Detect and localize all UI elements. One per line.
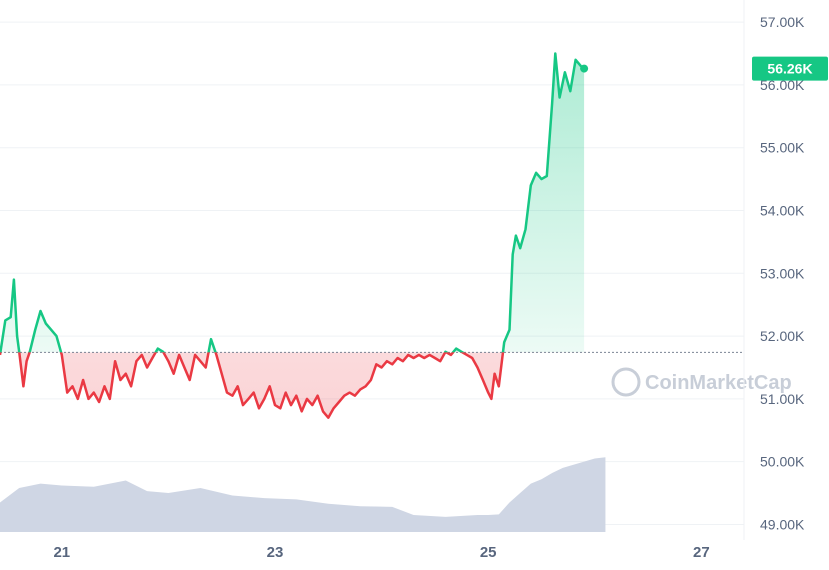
current-price-label: 56.26K bbox=[767, 61, 812, 77]
coinmarketcap-watermark: CoinMarketCap bbox=[611, 367, 792, 397]
grid-lines bbox=[0, 21, 744, 525]
current-price-badge: 56.26K bbox=[752, 56, 828, 81]
down-fill-area bbox=[0, 352, 585, 418]
price-line bbox=[0, 52, 585, 419]
volume-area bbox=[0, 457, 606, 532]
y-tick-label: 52.00K bbox=[760, 328, 805, 344]
current-price-badge-bg bbox=[752, 56, 828, 81]
volume-shape bbox=[0, 457, 606, 532]
watermark-logo-icon bbox=[611, 367, 641, 397]
price-fill bbox=[0, 53, 585, 418]
y-axis-ticks: 57.00K 56.00K 55.00K 54.00K 53.00K 52.00K 51.0… bbox=[760, 14, 805, 532]
y-tick-label: 55.00K bbox=[760, 140, 805, 156]
x-tick-label: 25 bbox=[480, 544, 497, 561]
y-tick-label: 57.00K bbox=[760, 14, 805, 30]
price-line-down bbox=[0, 352, 505, 419]
y-tick-label: 49.00K bbox=[760, 516, 805, 532]
y-tick-label: 51.00K bbox=[760, 391, 805, 407]
y-tick-label: 53.00K bbox=[760, 265, 805, 281]
x-tick-label: 27 bbox=[693, 544, 710, 561]
x-tick-label: 21 bbox=[53, 544, 70, 561]
current-price-dot bbox=[580, 64, 589, 73]
y-tick-label: 54.00K bbox=[760, 202, 805, 218]
y-tick-label: 50.00K bbox=[760, 454, 805, 470]
x-tick-label: 23 bbox=[267, 544, 284, 561]
watermark-text: CoinMarketCap bbox=[645, 372, 792, 394]
up-fill-area bbox=[0, 53, 585, 353]
x-axis-ticks: 21 23 25 27 bbox=[53, 544, 709, 561]
y-tick-label: 56.00K bbox=[760, 77, 805, 93]
